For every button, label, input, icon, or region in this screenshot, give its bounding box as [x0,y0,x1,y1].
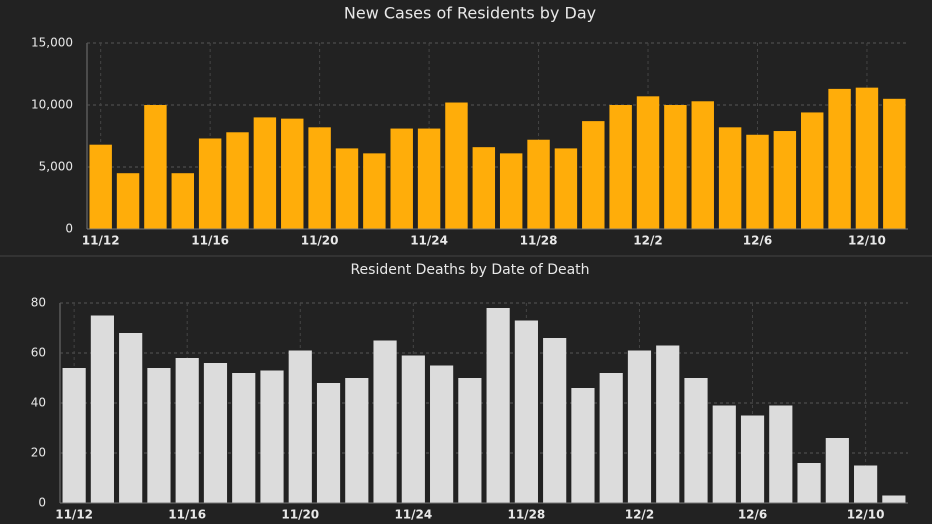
chart-title: New Cases of Residents by Day [344,4,596,23]
x-tick-label: 11/24 [394,508,432,522]
bar [684,378,708,503]
bar [740,415,765,503]
bar [718,127,742,229]
bar [691,101,714,229]
bar [825,438,849,503]
bar [232,373,256,503]
y-tick-label: 0 [65,222,73,236]
x-tick-label: 11/28 [508,508,546,522]
bar [773,131,797,229]
bar [769,405,793,503]
bar [571,388,595,503]
bar [636,96,660,229]
x-tick-label: 12/6 [743,234,772,248]
bar [472,147,496,229]
x-tick-label: 11/20 [281,508,319,522]
bar [116,173,140,229]
x-tick-label: 12/2 [625,508,654,522]
bar [712,405,736,503]
bar [664,105,687,229]
y-tick-label: 20 [31,446,46,460]
bar [175,358,199,503]
bar [855,87,879,229]
bar [363,153,386,229]
bar [144,105,167,229]
bar [543,338,567,503]
x-tick-label: 11/16 [191,234,229,248]
bar [627,350,652,503]
y-tick-label: 0 [38,496,46,510]
bar [316,383,341,503]
bar [119,333,143,503]
bar [147,368,171,503]
bar [345,378,369,503]
bar [445,102,468,229]
y-tick-label: 60 [31,346,46,360]
x-tick-label: 11/12 [55,508,93,522]
bar [198,138,222,229]
bar [499,153,523,229]
y-tick-label: 10,000 [31,98,73,112]
bar [253,117,277,229]
y-tick-label: 5,000 [39,160,73,174]
y-tick-label: 80 [31,296,46,310]
bar [90,315,114,503]
bar [89,144,112,229]
bar [797,463,821,503]
x-tick-label: 12/10 [847,508,885,522]
bar [800,112,824,229]
bar [308,127,331,229]
bar [281,118,304,229]
bar [417,128,441,229]
x-tick-label: 12/6 [738,508,767,522]
x-tick-label: 11/24 [410,234,448,248]
bar [582,121,605,229]
bar [554,148,578,229]
bar [609,105,632,229]
x-tick-label: 11/28 [520,234,558,248]
x-tick-label: 12/10 [848,234,886,248]
bar [171,173,195,229]
x-tick-label: 11/12 [82,234,120,248]
bar [854,465,878,503]
bar [486,308,510,503]
bar [882,495,906,503]
bar [288,350,312,503]
bar [335,148,359,229]
x-tick-label: 11/16 [168,508,206,522]
bar [883,98,906,229]
y-tick-label: 15,000 [31,36,73,50]
bar [599,373,623,503]
bar [527,139,550,229]
chart-title: Resident Deaths by Date of Death [350,262,589,278]
bar [430,365,454,503]
bar [62,368,86,503]
bar [656,345,680,503]
bar [260,370,284,503]
bar [226,132,249,229]
bar [390,128,413,229]
bar [401,355,425,503]
bar [514,320,538,503]
bar [828,88,851,229]
x-tick-label: 11/20 [301,234,339,248]
bar [458,378,482,503]
bar [373,340,397,503]
bar [203,363,228,503]
x-tick-label: 12/2 [633,234,662,248]
y-tick-label: 40 [31,396,46,410]
bar [746,134,769,229]
